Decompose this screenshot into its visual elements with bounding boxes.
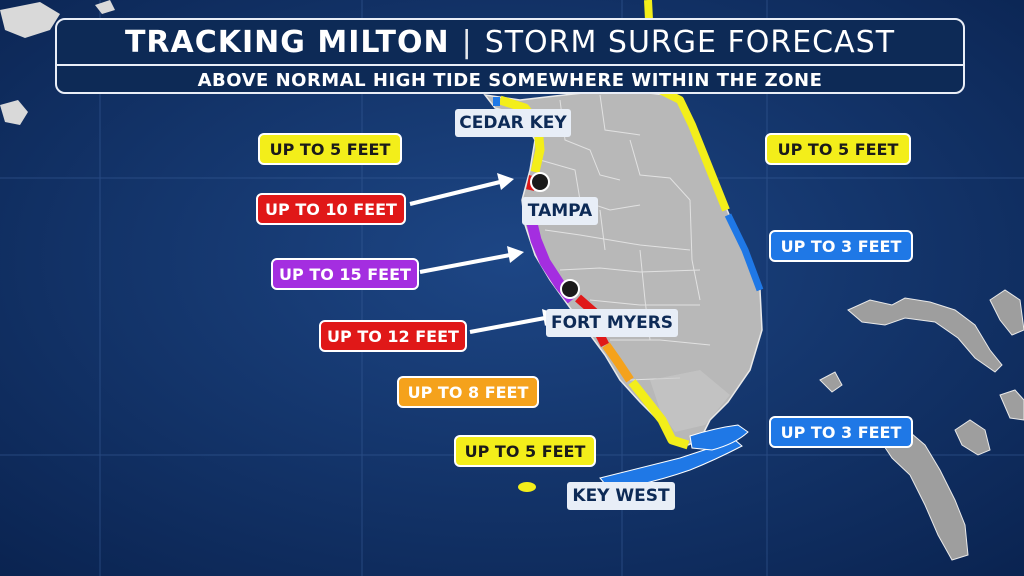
header-divider — [57, 64, 963, 66]
title-separator: | — [461, 24, 473, 60]
surge-badge-sarasota: UP TO 15 FEET — [271, 258, 419, 290]
city-label-fort-myers: FORT MYERS — [546, 309, 678, 337]
city-label-key-west: KEY WEST — [567, 482, 675, 510]
florida-panhandle-edge — [493, 97, 500, 106]
fort-myers-marker — [560, 279, 580, 299]
bahamas-islands — [819, 289, 1024, 561]
surge-badge-atlantic-mid: UP TO 3 FEET — [769, 230, 913, 262]
tampa-marker — [530, 172, 550, 192]
surge-badge-naples: UP TO 8 FEET — [397, 376, 539, 408]
surge-zone-southwest-yellow — [628, 379, 690, 450]
surge-zone-naples-orange — [602, 342, 634, 383]
surge-badge-tampa: UP TO 10 FEET — [256, 193, 406, 225]
city-label-tampa: TAMPA — [522, 197, 598, 225]
city-label-cedar-key: CEDAR KEY — [455, 109, 571, 137]
keys-surge-blue-2 — [689, 424, 749, 451]
surge-badge-atlantic-north: UP TO 5 FEET — [765, 133, 911, 165]
everglades-area — [650, 370, 730, 432]
surge-badge-south-gulf: UP TO 5 FEET — [454, 435, 596, 467]
northwest-coast-fragments — [0, 0, 115, 125]
title-row: TRACKING MILTON | STORM SURGE FORECAST — [57, 20, 963, 64]
header-panel: TRACKING MILTON | STORM SURGE FORECAST A… — [55, 18, 965, 94]
surge-badge-fort-myers: UP TO 12 FEET — [319, 320, 467, 352]
florida-keys — [599, 439, 743, 491]
surge-zone-atlantic-blue — [724, 213, 764, 292]
title-bold: TRACKING MILTON — [124, 24, 450, 60]
dry-tortugas-yellow — [518, 482, 536, 492]
surge-badge-nw-gulf: UP TO 5 FEET — [258, 133, 402, 165]
title-rest: STORM SURGE FORECAST — [484, 24, 896, 60]
surge-badge-keys: UP TO 3 FEET — [769, 416, 913, 448]
subtitle: ABOVE NORMAL HIGH TIDE SOMEWHERE WITHIN … — [197, 69, 823, 91]
